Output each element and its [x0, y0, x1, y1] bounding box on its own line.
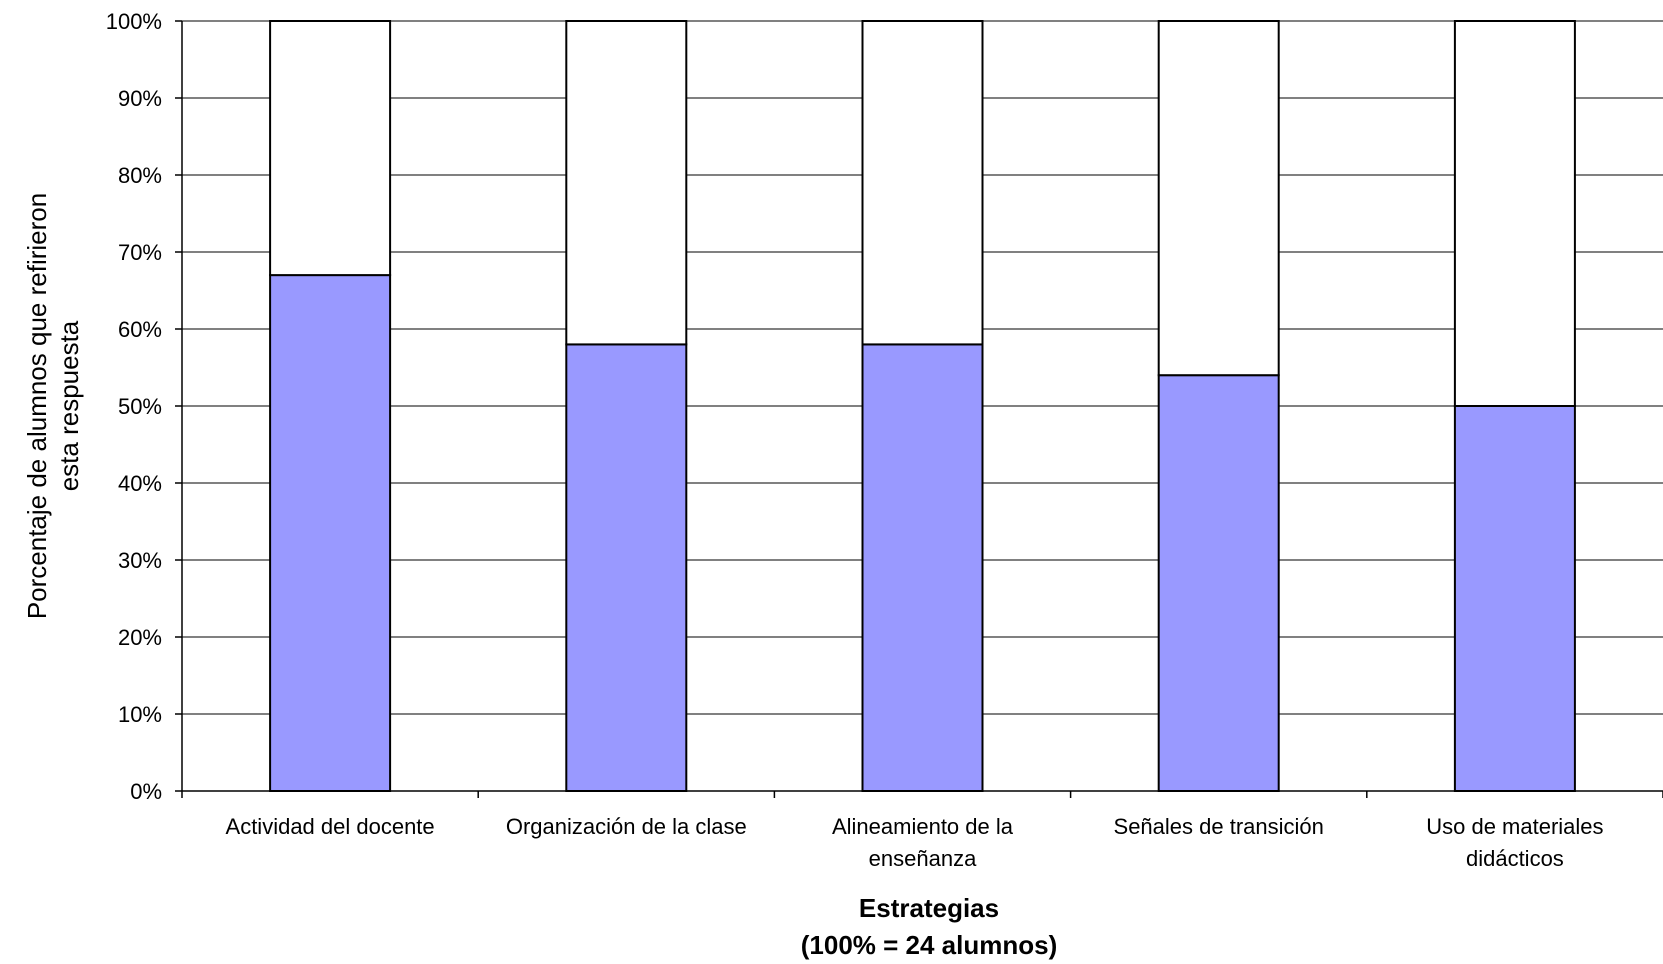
x-category-label: Alineamiento de la enseñanza: [832, 814, 1014, 871]
y-axis-title-line: esta respuesta: [54, 320, 84, 491]
y-axis-title: Porcentaje de alumnos que refirieronesta…: [22, 193, 84, 619]
bar-segment: [1157, 374, 1280, 792]
y-tick-label: 60%: [118, 317, 162, 342]
bars: [269, 20, 1576, 793]
x-category-label-line: Alineamiento de la: [832, 814, 1014, 839]
axes: [175, 20, 1663, 798]
x-category-label-line: Organización de la clase: [506, 814, 747, 839]
y-tick-label: 10%: [118, 702, 162, 727]
bar-segment: [1157, 20, 1280, 377]
bar-segment: [565, 343, 688, 792]
x-category-label-line: Señales de transición: [1114, 814, 1324, 839]
bar-segment: [269, 20, 392, 277]
bar-segment: [1453, 405, 1576, 792]
y-tick-label: 0%: [130, 779, 162, 804]
bar-segment: [861, 343, 984, 792]
bar-segment: [565, 20, 688, 346]
y-axis-title-line: Porcentaje de alumnos que refirieron: [22, 193, 52, 619]
x-category-label-line: Uso de materiales: [1426, 814, 1603, 839]
y-tick-label: 30%: [118, 548, 162, 573]
x-category-label-line: didácticos: [1466, 846, 1564, 871]
bar-segment: [1453, 20, 1576, 407]
y-tick-label: 80%: [118, 163, 162, 188]
y-tick-label: 40%: [118, 471, 162, 496]
bar-segment: [861, 20, 984, 346]
x-axis-title-line: (100% = 24 alumnos): [801, 930, 1058, 960]
y-tick-label: 50%: [118, 394, 162, 419]
x-category-label: Organización de la clase: [506, 814, 747, 839]
y-tick-label: 90%: [118, 86, 162, 111]
x-axis-title: Estrategias (100% = 24 alumnos): [801, 893, 1058, 960]
x-category-label-line: enseñanza: [869, 846, 977, 871]
y-tick-label: 100%: [106, 9, 162, 34]
x-category-label: Uso de materiales didácticos: [1426, 814, 1603, 871]
x-category-label-line: Actividad del docente: [226, 814, 435, 839]
x-category-label: Actividad del docente: [226, 814, 435, 839]
x-category-labels: Actividad del docente Organización de la …: [226, 814, 1604, 871]
y-tick-label: 70%: [118, 240, 162, 265]
y-tick-label: 20%: [118, 625, 162, 650]
y-tick-labels: 0% 10% 20% 30% 40% 50% 60% 70% 80% 90% 100%: [106, 9, 162, 804]
x-axis-title-line: Estrategias: [859, 893, 999, 923]
bar-segment: [269, 274, 392, 793]
x-category-label: Señales de transición: [1114, 814, 1324, 839]
